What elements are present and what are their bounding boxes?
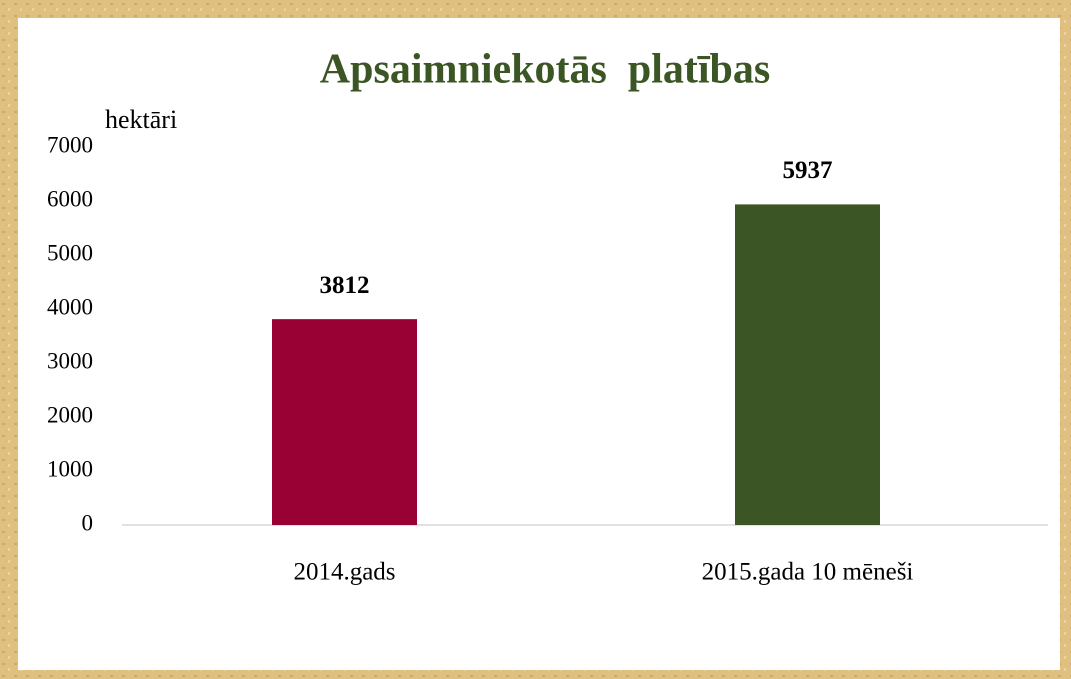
chart-title: Apsaimniekotās platības xyxy=(320,47,770,93)
y-tick-label: 3000 xyxy=(47,348,93,373)
y-tick-label: 1000 xyxy=(47,456,93,481)
x-tick-label: 2014.gads xyxy=(293,559,395,586)
y-tick-label: 4000 xyxy=(47,294,93,319)
bar xyxy=(735,204,880,526)
y-tick-label: 2000 xyxy=(47,402,93,427)
data-label: 5937 xyxy=(783,157,833,184)
y-tick-label: 5000 xyxy=(47,240,93,265)
data-label: 3812 xyxy=(320,272,370,299)
y-tick-label: 0 xyxy=(82,510,94,535)
y-tick-label: 7000 xyxy=(47,132,93,157)
y-tick-label: 6000 xyxy=(47,186,93,211)
bar xyxy=(272,319,417,525)
x-tick-label: 2015.gada 10 mēneši xyxy=(702,559,914,586)
y-axis-label: hektāri xyxy=(105,105,177,134)
chart-panel xyxy=(18,18,1060,670)
